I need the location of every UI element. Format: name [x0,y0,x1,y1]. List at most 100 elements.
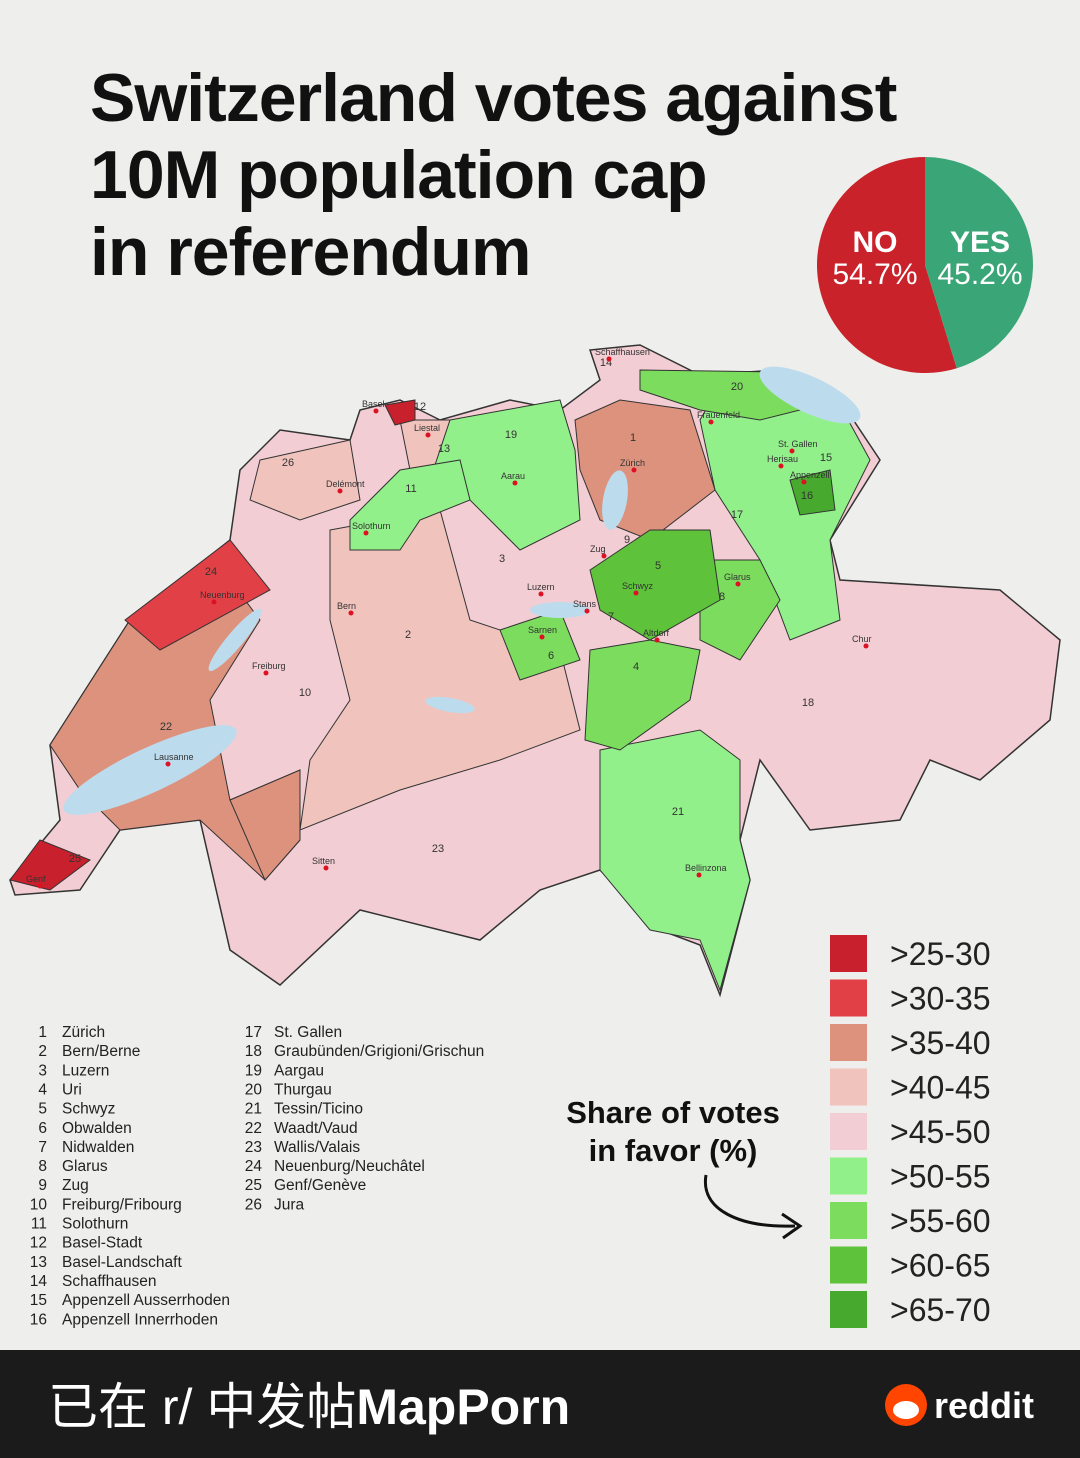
canton [499,609,581,681]
list-name: Obwalden [62,1120,132,1137]
pie-slice [925,157,1033,369]
footer-text: 已在 r/ 中发帖MapPorn [48,1379,570,1435]
canton-number: 11 [405,483,416,495]
list-number: 17 [245,1024,262,1041]
pie-category: NO [853,226,898,259]
city-name: Stans [573,599,597,609]
canton-number: 7 [608,611,614,623]
legend-label: >50-55 [890,1159,991,1195]
footer-subreddit: MapPorn [356,1379,570,1435]
city-dot [708,419,714,425]
city-name: Freiburg [252,661,286,671]
list-name: Uri [62,1081,82,1098]
city-dot [323,865,329,871]
canton-number: 17 [731,509,743,521]
arrow-head [781,1212,803,1240]
city-dot [801,479,807,485]
city-dot [601,553,607,559]
city-dot [363,530,369,536]
city-dot [863,643,869,649]
canton-number: 24 [205,566,217,578]
legend-title: Share of votes [566,1095,780,1130]
canton-number: 20 [731,381,743,393]
list-number: 1 [38,1024,47,1041]
city-name: Altdorf [643,628,670,638]
city-name: Luzern [527,582,555,592]
list-number: 16 [30,1311,47,1328]
legend-swatch [830,1202,867,1239]
list-name: Solothurn [62,1216,128,1233]
city-dot [631,467,637,473]
list-number: 5 [38,1101,47,1118]
pie-value-label: 45.2% [937,258,1022,291]
list-name: Schaffhausen [62,1273,157,1290]
canton-number: 10 [299,687,311,699]
canton-list: 1 Zürich 2 Bern/Berne 3 Luzern 4 Uri 5 Schwyz 6 Obw… [30,1024,484,1328]
city-name: Bellinzona [685,863,727,873]
legend-swatch [830,1291,867,1328]
legend-title: in favor (%) [589,1133,758,1168]
city-dot [263,670,269,676]
city-name: Frauenfeld [697,410,740,420]
canton [789,469,836,516]
city-name: Glarus [724,572,751,582]
canton [599,729,751,992]
city-name: Lausanne [154,752,194,762]
canton-number: 4 [633,661,639,673]
list-name: Glarus [62,1158,108,1175]
canton-number: 19 [505,429,517,441]
city-name: Neuenburg [200,590,245,600]
city-name: Sarnen [528,625,557,635]
list-name: St. Gallen [274,1024,342,1041]
title-line: in referendum [90,214,530,290]
list-number: 14 [30,1273,48,1290]
canton-number: 21 [672,806,684,818]
canton [349,459,471,551]
list-number: 21 [245,1101,262,1118]
title-line: 10M population cap [90,137,707,213]
city-dot [778,463,784,469]
canton [229,769,301,881]
city-dot [633,590,639,596]
city-name: Aarau [501,471,525,481]
city-name: St. Gallen [778,439,818,449]
reddit-logo-face [893,1401,919,1419]
list-number: 19 [245,1062,262,1079]
canton-number: 23 [432,843,444,855]
list-name: Appenzell Innerrhoden [62,1311,218,1328]
list-name: Genf/Genève [274,1177,366,1194]
canton [589,529,721,641]
canton-number: 15 [820,452,832,464]
list-name: Basel-Stadt [62,1235,143,1252]
city-dot [789,448,795,454]
list-number: 10 [30,1196,48,1213]
canton-number: 1 [630,432,636,444]
canton [299,509,581,831]
canton-number: 22 [160,721,172,733]
legend-label: >65-70 [890,1292,991,1328]
legend-label: >25-30 [890,936,991,972]
list-name: Zürich [62,1024,105,1041]
list-number: 2 [38,1043,47,1060]
city-dot [165,761,171,767]
city-name: Bern [337,601,356,611]
list-number: 12 [30,1235,47,1252]
canton [249,439,361,521]
city-name: Delémont [326,479,365,489]
list-number: 11 [31,1216,47,1233]
city-dot [696,872,702,878]
list-number: 20 [245,1081,263,1098]
city-name: Genf [26,874,46,884]
city-name: Liestal [414,423,440,433]
list-name: Thurgau [274,1081,332,1098]
city-dot [211,599,217,605]
lake [602,470,628,530]
city-name: Zug [590,544,606,554]
city-dot [735,581,741,587]
city-name: Appenzell [790,470,830,480]
list-number: 24 [245,1158,263,1175]
canton-number: 18 [802,697,814,709]
canton-number: 3 [499,553,505,565]
